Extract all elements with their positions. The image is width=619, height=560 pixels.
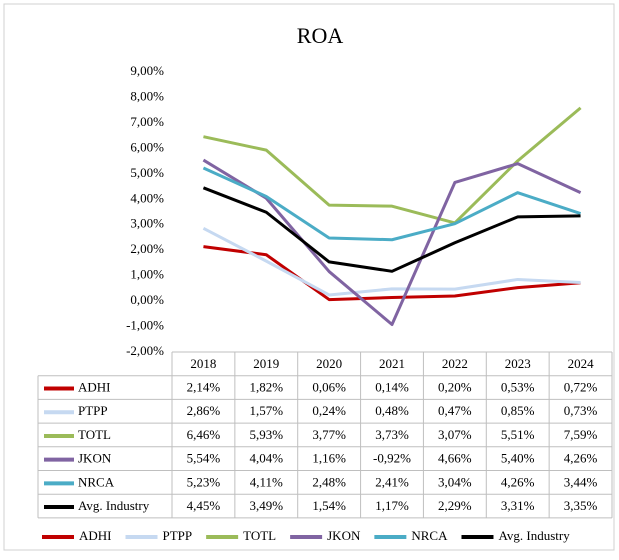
table-cell: 4,26%	[564, 451, 598, 466]
table-cell: 0,24%	[312, 403, 346, 418]
table-cell: 4,04%	[249, 451, 283, 466]
table-row-label: ADHI	[78, 380, 111, 395]
series-line	[202, 186, 581, 273]
x-tick-label: 2021	[379, 356, 405, 371]
table-row-label: JKON	[78, 451, 112, 466]
series-line	[202, 226, 581, 297]
table-cell: 4,11%	[250, 474, 283, 489]
table-cell: -0,92%	[373, 451, 411, 466]
table-cell: 3,77%	[312, 427, 346, 442]
table-cell: 3,35%	[564, 498, 598, 513]
table-row-label: NRCA	[78, 474, 115, 489]
y-tick-label: 8,00%	[130, 88, 164, 103]
table-cell: 2,86%	[187, 403, 221, 418]
y-tick-label: 7,00%	[130, 114, 164, 129]
table-cell: 5,51%	[501, 427, 535, 442]
chart-title: ROA	[297, 23, 344, 48]
x-tick-label: 2024	[568, 356, 595, 371]
table-cell: 0,48%	[375, 403, 409, 418]
x-tick-label: 2018	[190, 356, 216, 371]
legend-label: Avg. Industry	[498, 528, 570, 543]
x-tick-label: 2019	[253, 356, 279, 371]
table-cell: 2,29%	[438, 498, 472, 513]
table-cell: 1,54%	[312, 498, 346, 513]
table-cell: 1,57%	[249, 403, 283, 418]
x-tick-label: 2023	[505, 356, 531, 371]
table-cell: 5,40%	[501, 451, 535, 466]
table-cell: 3,31%	[501, 498, 535, 513]
legend-label: JKON	[327, 528, 361, 543]
table-cell: 7,59%	[564, 427, 598, 442]
y-tick-label: 3,00%	[130, 216, 164, 231]
series-line	[202, 166, 582, 242]
table-cell: 0,72%	[564, 380, 598, 395]
legend-label: ADHI	[79, 528, 112, 543]
table-cell: 4,26%	[501, 474, 535, 489]
table-cell: 6,46%	[187, 427, 221, 442]
table-cell: 0,73%	[564, 403, 598, 418]
legend-label: NRCA	[411, 528, 448, 543]
table-cell: 1,82%	[249, 380, 283, 395]
table-cell: 2,48%	[312, 474, 346, 489]
y-tick-label: 6,00%	[130, 139, 164, 154]
y-tick-label: -1,00%	[126, 318, 164, 333]
table-cell: 1,16%	[312, 451, 346, 466]
table-cell: 1,17%	[375, 498, 409, 513]
table-cell: 0,85%	[501, 403, 535, 418]
table-row-label: TOTL	[78, 427, 111, 442]
x-tick-label: 2020	[316, 356, 342, 371]
table-row-label: Avg. Industry	[78, 498, 150, 513]
table-cell: 4,66%	[438, 451, 472, 466]
y-tick-label: 9,00%	[130, 63, 164, 78]
table-cell: 0,53%	[501, 380, 535, 395]
table-cell: 3,04%	[438, 474, 472, 489]
table-cell: 0,20%	[438, 380, 472, 395]
y-tick-label: 0,00%	[130, 292, 164, 307]
y-tick-label: 5,00%	[130, 165, 164, 180]
series-line	[203, 245, 581, 302]
table-cell: 0,47%	[438, 403, 472, 418]
table-cell: 5,54%	[187, 451, 221, 466]
y-tick-label: 1,00%	[130, 267, 164, 282]
legend-label: TOTL	[243, 528, 276, 543]
table-cell: 5,93%	[249, 427, 283, 442]
table-row-label: PTPP	[78, 403, 108, 418]
chart-border	[3, 3, 615, 551]
table-cell: 3,07%	[438, 427, 472, 442]
legend-label: PTPP	[163, 528, 193, 543]
y-tick-label: -2,00%	[126, 343, 164, 358]
y-tick-label: 2,00%	[130, 241, 164, 256]
table-cell: 3,49%	[249, 498, 283, 513]
table-cell: 0,06%	[312, 380, 346, 395]
y-tick-label: 4,00%	[130, 190, 164, 205]
table-cell: 3,44%	[564, 474, 598, 489]
table-cell: 3,73%	[375, 427, 409, 442]
table-cell: 2,14%	[187, 380, 221, 395]
series-line	[203, 106, 582, 225]
table-cell: 5,23%	[187, 474, 221, 489]
table-cell: 0,14%	[375, 380, 409, 395]
table-cell: 2,41%	[375, 474, 409, 489]
table-cell: 4,45%	[187, 498, 221, 513]
x-tick-label: 2022	[442, 356, 468, 371]
